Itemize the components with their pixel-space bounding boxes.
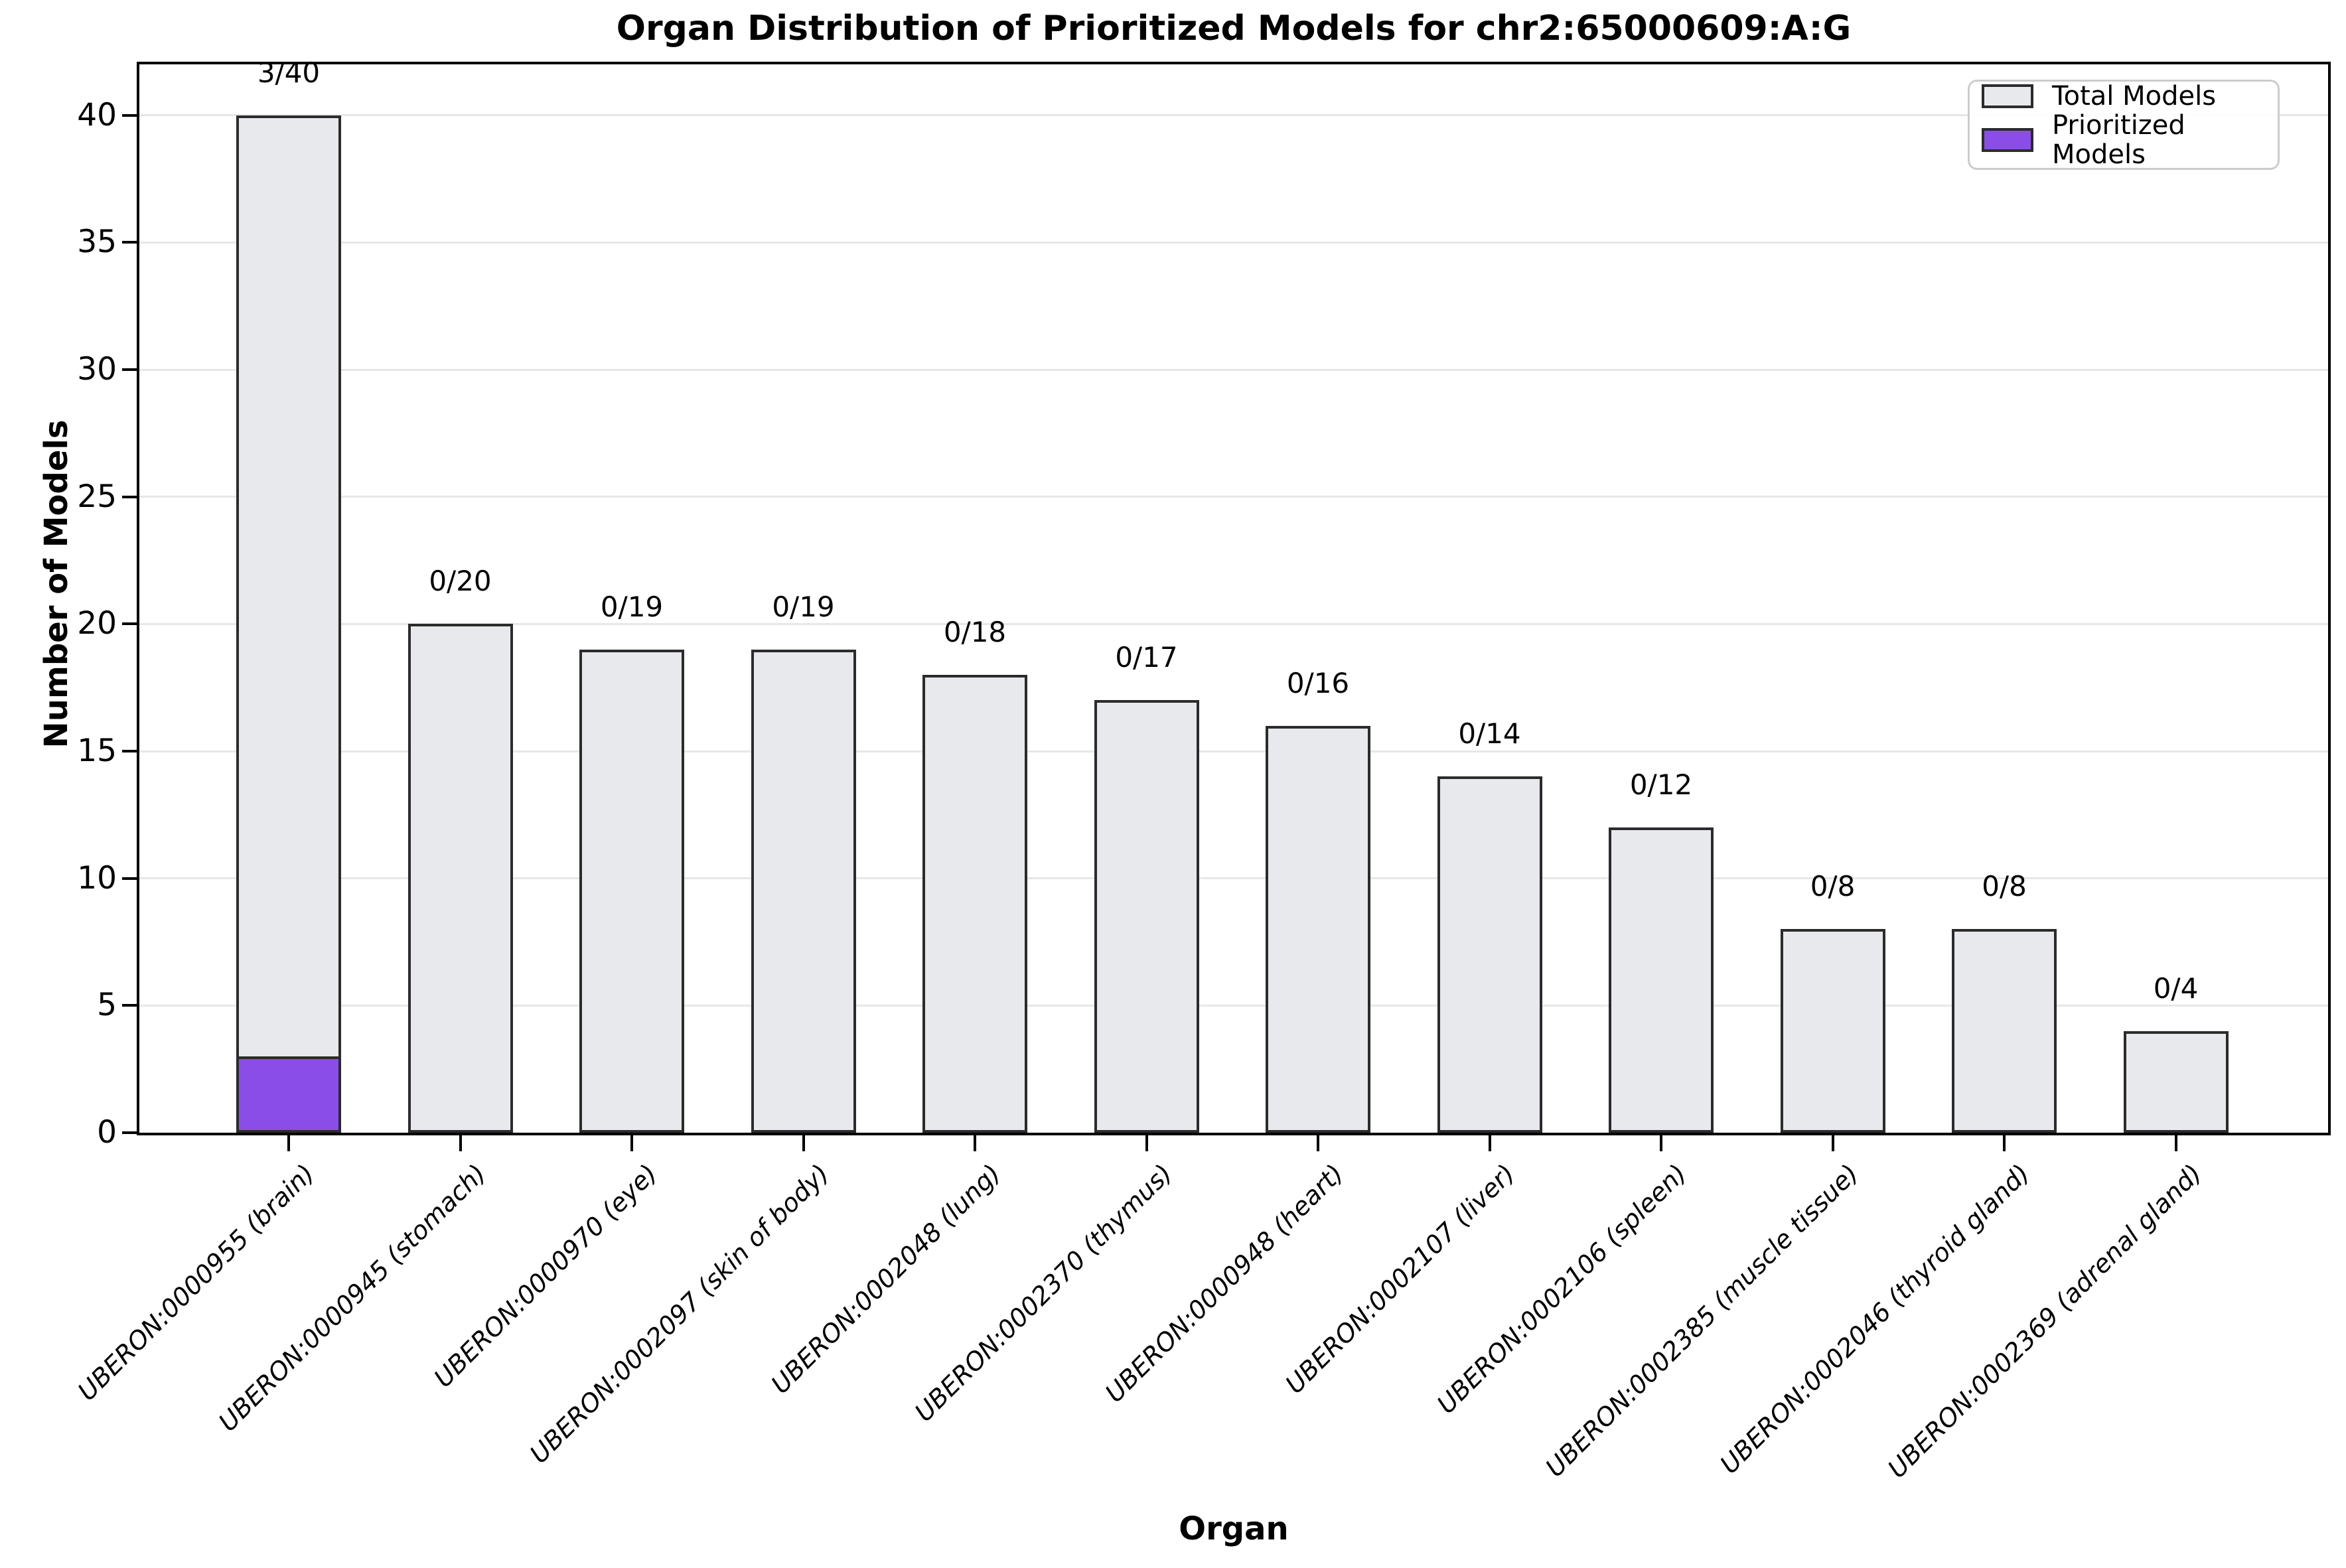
gridline-y-15 [139,750,2328,752]
bar-value-label: 0/14 [1458,717,1521,750]
y-tick-label: 40 [77,96,117,133]
gridline-y-5 [139,1004,2328,1007]
y-tick-label: 20 [77,605,117,642]
bar-value-label: 0/19 [772,590,835,623]
plot-area [137,62,2331,1135]
bar-value-label: 0/19 [600,590,664,623]
bar-value-label: 0/8 [1982,870,2027,903]
x-tick-mark [802,1135,805,1151]
x-tick-mark [1488,1135,1491,1151]
legend-label-prioritized-models: Prioritized Models [2052,110,2185,170]
x-tick-mark [1660,1135,1662,1151]
x-axis-label: Organ [1179,1510,1289,1547]
x-tick-mark [287,1135,290,1151]
y-tick-mark [122,495,139,498]
gridline-y-30 [139,368,2328,371]
bar-prioritized [236,1056,341,1133]
y-axis-label: Number of Models [38,419,75,748]
bar-total [579,649,684,1133]
x-tick-label: UBERON:0002369 (adrenal gland) [1881,1159,2207,1484]
bar-total [1952,929,2057,1133]
y-tick-label: 35 [77,224,117,261]
gridline-y-35 [139,241,2328,244]
gridline-y-25 [139,496,2328,498]
y-tick-mark [122,877,139,880]
x-tick-mark [630,1135,633,1151]
bar-total [1266,725,1370,1133]
y-tick-label: 25 [77,478,117,515]
legend: Total Models Prioritized Models [1968,80,2280,170]
x-tick-label: UBERON:0002046 (thyroid gland) [1714,1159,2036,1480]
y-tick-label: 30 [77,351,117,388]
legend-label-total-models: Total Models [2052,81,2217,111]
y-tick-mark [122,1131,139,1134]
x-tick-mark [2003,1135,2006,1151]
bar-value-label: 0/17 [1115,641,1178,674]
legend-item-total-models: Total Models [1982,82,2278,111]
bar-total [2123,1031,2229,1133]
y-tick-label: 10 [77,859,117,896]
x-tick-label: UBERON:0002097 (skin of body) [524,1159,835,1469]
bar-value-label: 0/4 [2153,971,2199,1005]
legend-swatch-prioritized-models [1982,128,2033,152]
x-tick-label: UBERON:0002385 (muscle tissue) [1540,1159,1864,1483]
bar-value-label: 0/8 [1810,870,1856,903]
bar-value-label: 0/16 [1286,666,1350,699]
x-tick-label: UBERON:0000945 (stomach) [212,1159,492,1437]
legend-swatch-total-models [1982,84,2033,108]
y-tick-mark [122,113,139,117]
gridline-y-10 [139,877,2328,880]
y-tick-label: 5 [97,987,117,1024]
bar-total [1094,700,1199,1133]
y-tick-mark [122,1004,139,1007]
x-tick-mark [459,1135,462,1151]
x-tick-mark [1145,1135,1148,1151]
bar-value-label: 0/20 [429,565,492,598]
x-tick-mark [1831,1135,1834,1151]
bar-value-label: 3/40 [257,56,321,89]
bar-total [407,624,513,1133]
bar-value-label: 0/18 [943,616,1007,648]
y-tick-label: 0 [97,1114,117,1151]
bar-total [922,675,1027,1133]
chart-title: Organ Distribution of Prioritized Models… [616,9,1852,48]
gridline-y-20 [139,622,2328,625]
y-tick-label: 15 [77,733,117,769]
bar-value-label: 0/12 [1629,768,1693,801]
x-tick-mark [974,1135,976,1151]
x-tick-mark [1317,1135,1319,1151]
y-tick-mark [122,750,139,752]
bar-total [236,115,341,1133]
y-tick-mark [122,241,139,244]
gridline-y-40 [139,114,2328,117]
y-tick-mark [122,622,139,626]
bar-total [1780,929,1885,1133]
x-tick-mark [2174,1135,2177,1151]
y-tick-mark [122,368,139,371]
bar-total [1609,827,1714,1133]
bar-total [1437,776,1542,1133]
legend-item-prioritized-models: Prioritized Models [1982,111,2278,169]
bar-total [751,649,856,1133]
